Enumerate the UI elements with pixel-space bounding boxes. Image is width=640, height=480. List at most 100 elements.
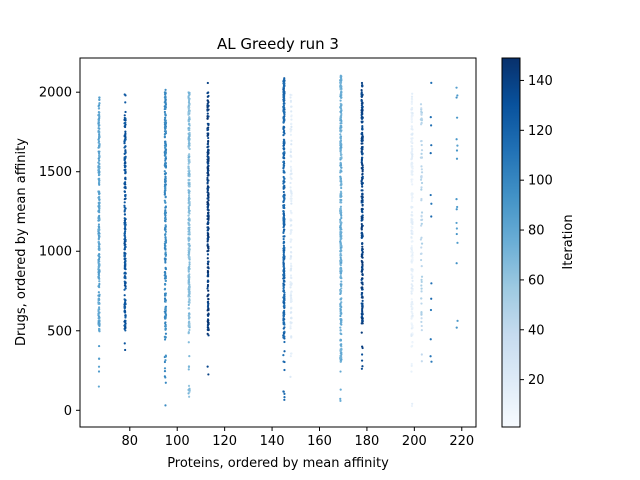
scatter-point xyxy=(410,240,413,243)
scatter-point xyxy=(97,258,100,261)
scatter-point xyxy=(420,186,423,189)
scatter-point xyxy=(124,225,127,228)
scatter-point xyxy=(420,149,424,152)
scatter-point xyxy=(123,125,126,128)
scatter-point xyxy=(339,151,342,155)
scatter-point xyxy=(361,263,364,266)
scatter-point xyxy=(206,190,209,194)
scatter-point xyxy=(361,189,364,192)
scatter-point xyxy=(98,319,101,322)
scatter-point xyxy=(164,247,167,251)
scatter-point xyxy=(164,88,167,91)
scatter-point xyxy=(339,326,342,329)
scatter-point xyxy=(290,202,293,205)
scatter-point xyxy=(97,297,101,300)
scatter-point xyxy=(339,237,343,240)
scatter-point xyxy=(339,357,342,360)
scatter-point xyxy=(163,360,167,364)
scatter-point xyxy=(339,252,342,255)
scatter-point xyxy=(206,305,210,309)
scatter-point xyxy=(339,171,342,174)
scatter-point xyxy=(361,196,364,199)
scatter-point xyxy=(290,335,293,338)
scatter-point xyxy=(123,254,126,257)
scatter-point xyxy=(289,311,292,314)
scatter-point xyxy=(420,123,423,126)
scatter-point xyxy=(164,261,167,264)
scatter-point xyxy=(339,232,342,235)
scatter-point xyxy=(410,100,413,103)
scatter-point xyxy=(164,224,167,227)
scatter-point xyxy=(340,351,343,354)
scatter-point xyxy=(98,162,101,166)
scatter-point xyxy=(187,221,190,224)
scatter-point xyxy=(290,212,293,215)
scatter-point xyxy=(283,180,286,183)
scatter-point xyxy=(97,306,101,309)
scatter-point xyxy=(339,205,343,208)
scatter-point xyxy=(290,321,293,324)
scatter-point xyxy=(420,175,423,178)
scatter-point xyxy=(410,139,413,142)
scatter-point xyxy=(206,321,210,324)
scatter-point xyxy=(283,140,286,144)
scatter-point xyxy=(282,104,286,107)
scatter-point xyxy=(410,218,413,221)
scatter-point xyxy=(206,283,210,287)
scatter-point xyxy=(188,324,191,328)
scatter-point xyxy=(164,177,167,180)
scatter-point xyxy=(360,84,364,87)
scatter-point xyxy=(206,250,209,253)
scatter-point xyxy=(455,86,458,89)
scatter-point xyxy=(98,216,101,220)
scatter-point xyxy=(124,171,127,174)
scatter-point xyxy=(289,262,293,265)
scatter-point xyxy=(164,195,167,198)
scatter-point xyxy=(282,244,285,247)
scatter-point xyxy=(123,206,126,209)
scatter-point xyxy=(360,208,363,211)
scatter-point xyxy=(97,370,101,373)
scatter-point xyxy=(283,323,286,326)
scatter-point xyxy=(360,109,364,112)
plot-frame xyxy=(79,57,477,428)
scatter-point xyxy=(282,125,285,128)
scatter-point xyxy=(340,114,343,117)
scatter-point xyxy=(124,325,127,329)
scatter-point xyxy=(360,228,363,231)
scatter-point xyxy=(164,101,167,105)
scatter-point xyxy=(282,212,285,216)
scatter-point xyxy=(339,256,342,259)
scatter-point xyxy=(410,317,413,320)
scatter-point xyxy=(290,282,293,285)
scatter-point xyxy=(206,314,210,318)
scatter-point xyxy=(97,219,100,222)
scatter-point xyxy=(97,314,100,317)
scatter-point xyxy=(282,161,285,164)
scatter-point xyxy=(164,92,167,95)
scatter-point xyxy=(206,253,210,256)
scatter-point xyxy=(164,276,167,279)
scatter-point xyxy=(361,111,364,114)
scatter-point xyxy=(411,284,414,288)
scatter-point xyxy=(283,304,286,308)
scatter-point xyxy=(290,155,293,158)
scatter-point xyxy=(97,238,100,241)
scatter-point xyxy=(410,250,413,253)
scatter-point xyxy=(339,209,343,212)
scatter-point xyxy=(360,293,363,296)
scatter-point xyxy=(339,226,342,229)
scatter-point xyxy=(187,278,191,281)
scatter-point xyxy=(124,262,127,265)
scatter-point xyxy=(206,161,210,165)
scatter-point xyxy=(361,304,364,307)
scatter-point xyxy=(188,301,191,304)
scatter-point xyxy=(290,352,293,355)
scatter-point xyxy=(339,198,342,201)
data-points xyxy=(97,74,459,408)
scatter-point xyxy=(420,171,424,174)
scatter-point xyxy=(207,218,210,222)
scatter-point xyxy=(289,209,292,213)
scatter-point xyxy=(420,118,423,121)
scatter-point xyxy=(455,232,458,236)
